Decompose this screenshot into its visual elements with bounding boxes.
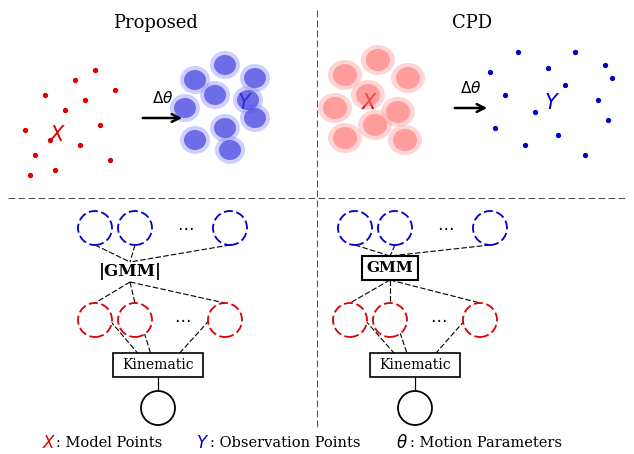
Text: $x_M$: $x_M$ (216, 313, 233, 326)
Circle shape (473, 211, 507, 245)
Ellipse shape (240, 64, 270, 92)
Ellipse shape (214, 55, 236, 75)
Ellipse shape (328, 60, 362, 90)
Ellipse shape (393, 129, 417, 151)
Text: $\Delta\theta$: $\Delta\theta$ (152, 90, 173, 106)
Text: : Motion Parameters: : Motion Parameters (410, 436, 562, 450)
Ellipse shape (215, 136, 245, 164)
Circle shape (118, 211, 152, 245)
Text: $\cdots$: $\cdots$ (177, 219, 193, 237)
Ellipse shape (391, 63, 425, 93)
Ellipse shape (333, 64, 357, 86)
Ellipse shape (244, 68, 266, 88)
Text: $X$: $X$ (42, 434, 56, 451)
Text: $\cdots$: $\cdots$ (437, 219, 453, 237)
Ellipse shape (351, 80, 385, 110)
Ellipse shape (356, 84, 380, 106)
Text: $\Delta\theta$: $\Delta\theta$ (460, 80, 482, 96)
Text: $x_2$: $x_2$ (128, 313, 142, 326)
Text: $\theta$: $\theta$ (396, 434, 408, 452)
Ellipse shape (170, 94, 200, 122)
Ellipse shape (358, 110, 392, 140)
Text: $y_N$: $y_N$ (222, 221, 238, 235)
Ellipse shape (318, 93, 352, 123)
Circle shape (118, 303, 152, 337)
Ellipse shape (396, 67, 420, 89)
Ellipse shape (184, 70, 206, 90)
Text: $y_1$: $y_1$ (348, 221, 362, 235)
Text: $\cdots$: $\cdots$ (430, 311, 446, 329)
Circle shape (378, 211, 412, 245)
Text: $Y$: $Y$ (196, 434, 209, 451)
Text: Proposed: Proposed (113, 14, 197, 32)
Ellipse shape (210, 51, 240, 79)
Circle shape (208, 303, 242, 337)
Bar (113, 353, 203, 377)
Text: |GMM|: |GMM| (98, 263, 162, 281)
Ellipse shape (240, 104, 270, 132)
Text: $\cdots$: $\cdots$ (174, 311, 190, 329)
Text: $X$: $X$ (361, 93, 378, 113)
Ellipse shape (180, 126, 210, 154)
Circle shape (338, 211, 372, 245)
Text: CPD: CPD (452, 14, 492, 32)
Circle shape (141, 391, 175, 425)
Ellipse shape (174, 98, 196, 118)
Circle shape (78, 303, 112, 337)
Bar (370, 353, 460, 377)
Ellipse shape (381, 97, 415, 127)
Circle shape (333, 303, 367, 337)
Ellipse shape (388, 125, 422, 155)
Ellipse shape (328, 123, 362, 153)
Text: Kinematic: Kinematic (379, 358, 451, 372)
Text: : Model Points: : Model Points (56, 436, 162, 450)
Ellipse shape (200, 81, 230, 109)
Text: $x_1$: $x_1$ (343, 313, 357, 326)
Text: GMM: GMM (366, 261, 413, 275)
Ellipse shape (244, 108, 266, 128)
Ellipse shape (219, 140, 241, 160)
Bar (362, 256, 418, 280)
Ellipse shape (366, 49, 390, 71)
Text: $x_1$: $x_1$ (87, 313, 102, 326)
Ellipse shape (237, 90, 259, 110)
Circle shape (78, 211, 112, 245)
Text: $y_2$: $y_2$ (388, 221, 402, 235)
Ellipse shape (214, 118, 236, 138)
Text: $y_N$: $y_N$ (482, 221, 498, 235)
Text: $Y$: $Y$ (237, 93, 253, 113)
Text: $X$: $X$ (49, 125, 67, 145)
Circle shape (373, 303, 407, 337)
Ellipse shape (233, 86, 263, 114)
Text: $Y$: $Y$ (544, 93, 560, 113)
Ellipse shape (323, 97, 347, 119)
Text: : Observation Points: : Observation Points (210, 436, 361, 450)
Text: $\theta$: $\theta$ (409, 399, 421, 417)
Text: $x_2$: $x_2$ (383, 313, 397, 326)
Circle shape (213, 211, 247, 245)
Ellipse shape (210, 114, 240, 142)
Ellipse shape (333, 127, 357, 149)
Ellipse shape (363, 114, 387, 136)
Ellipse shape (184, 130, 206, 150)
Ellipse shape (204, 85, 226, 105)
Ellipse shape (386, 101, 410, 123)
Circle shape (463, 303, 497, 337)
Text: Kinematic: Kinematic (122, 358, 194, 372)
Text: $y_2$: $y_2$ (128, 221, 142, 235)
Ellipse shape (180, 66, 210, 94)
Text: $x_M$: $x_M$ (472, 313, 489, 326)
Circle shape (398, 391, 432, 425)
Text: $y_1$: $y_1$ (87, 221, 102, 235)
Ellipse shape (361, 45, 395, 75)
Text: $\theta$: $\theta$ (152, 399, 164, 417)
